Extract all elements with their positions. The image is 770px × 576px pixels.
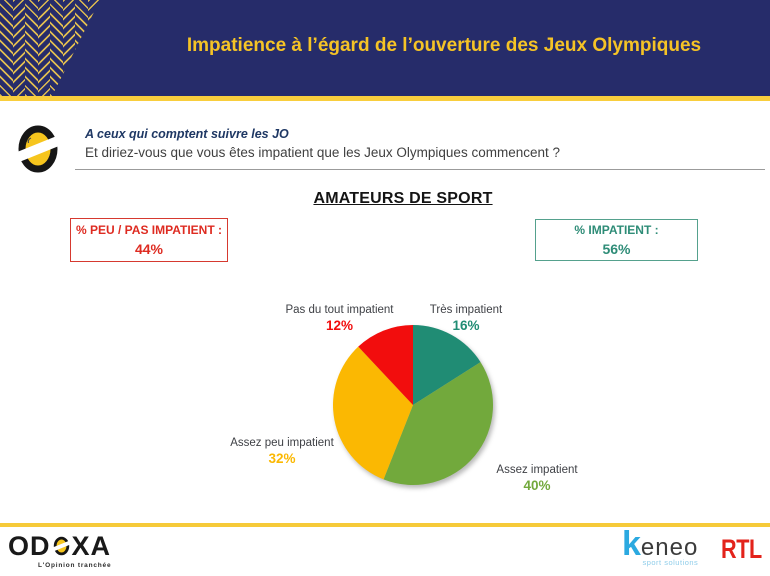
pie-label-text: Pas du tout impatient [285,304,394,316]
question-divider [75,169,765,170]
keneo-tagline: sport solutions [642,558,699,567]
odoxa-letters-prefix: OD [8,531,51,561]
stat-box-value: 56% [602,240,631,257]
pie-label-assez-impatient: Assez impatient 40% [482,463,592,495]
pie-label-tres-impatient: Très impatient 16% [418,303,514,335]
pie-label-value: 32% [268,451,296,467]
pie-slice-1 [383,362,494,486]
pie-label-value: 16% [452,318,480,334]
pie-label-text: Assez peu impatient [230,437,334,449]
question-context: A ceux qui comptent suivre les JO [85,127,289,141]
keneo-logo: keneo sport solutions [622,527,698,567]
pie-chart [323,315,503,495]
page-title: Impatience à l’égard de l’ouverture des … [186,35,702,56]
odoxa-tagline: L'Opinion tranchée [38,562,112,569]
odoxa-logo: OD XA L'Opinion tranchée [8,531,112,570]
pie-label-text: Assez impatient [496,464,578,476]
header-accent-line [0,96,770,101]
stat-box-value: 44% [134,240,164,257]
stat-box-impatient: % IMPATIENT : 56% [535,219,698,261]
pie-label-value: 40% [523,478,551,494]
pie-label-assez-peu-impatient: Assez peu impatient 32% [222,436,342,468]
question-text: Et diriez-vous que vous êtes impatient q… [85,145,560,160]
odoxa-o-logo-icon [51,536,71,555]
odoxa-letters-suffix: XA [71,531,112,561]
pie-label-text: Très impatient [429,304,503,316]
keneo-k: k [622,525,641,563]
odoxa-o-logo-icon [14,125,62,173]
pie-label-value: 12% [325,318,354,334]
stat-box-not-impatient: % PEU / PAS IMPATIENT : 44% [70,218,228,262]
pie-slice-2 [333,346,413,480]
pie-slice-0 [413,325,481,405]
pie-slice-3 [358,325,413,405]
header-band: Impatience à l’égard de l’ouverture des … [0,0,770,96]
stat-box-label: % IMPATIENT : [574,223,659,238]
footer-accent-line [0,523,770,527]
section-title: AMATEURS DE SPORT [313,190,493,207]
stat-box-label: % PEU / PAS IMPATIENT : [75,223,222,238]
keneo-rest: eneo [640,534,699,561]
rtl-logo: RTL [721,534,762,564]
chevron-pattern-decoration [0,0,100,96]
pie-label-pas-du-tout-impatient: Pas du tout impatient 12% [277,303,402,335]
